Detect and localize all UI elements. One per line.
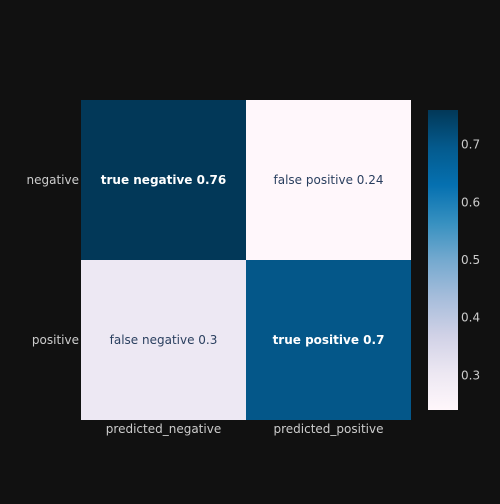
- colorbar: 0.3 0.4 0.5 0.6 0.7: [428, 110, 480, 410]
- y-axis: negative positive: [27, 173, 79, 347]
- cell-label: true negative 0.76: [101, 173, 226, 187]
- cell-annotations: true negative 0.76 false positive 0.24 fal…: [101, 173, 385, 347]
- heatmap-cells: [81, 100, 411, 420]
- y-tick-label: negative: [27, 173, 79, 187]
- cell-label: false positive 0.24: [274, 173, 384, 187]
- colorbar-gradient: [428, 110, 458, 410]
- x-tick-label: predicted_negative: [106, 422, 221, 436]
- colorbar-tick-label: 0.5: [461, 253, 480, 267]
- colorbar-tick-label: 0.6: [461, 195, 480, 209]
- colorbar-tick-label: 0.4: [461, 311, 480, 325]
- x-tick-label: predicted_positive: [274, 422, 384, 436]
- heatmap-cell: [81, 100, 246, 260]
- heatmap-cell: [81, 260, 246, 420]
- cell-label: true positive 0.7: [273, 333, 385, 347]
- colorbar-tick-label: 0.7: [461, 138, 480, 152]
- colorbar-ticks: 0.3 0.4 0.5 0.6 0.7: [461, 138, 480, 383]
- heatmap-cell: [246, 260, 411, 420]
- y-tick-label: positive: [32, 333, 79, 347]
- cell-label: false negative 0.3: [110, 333, 218, 347]
- colorbar-tick-label: 0.3: [461, 368, 480, 382]
- x-axis: predicted_negative predicted_positive: [106, 422, 384, 436]
- heatmap-cell: [246, 100, 411, 260]
